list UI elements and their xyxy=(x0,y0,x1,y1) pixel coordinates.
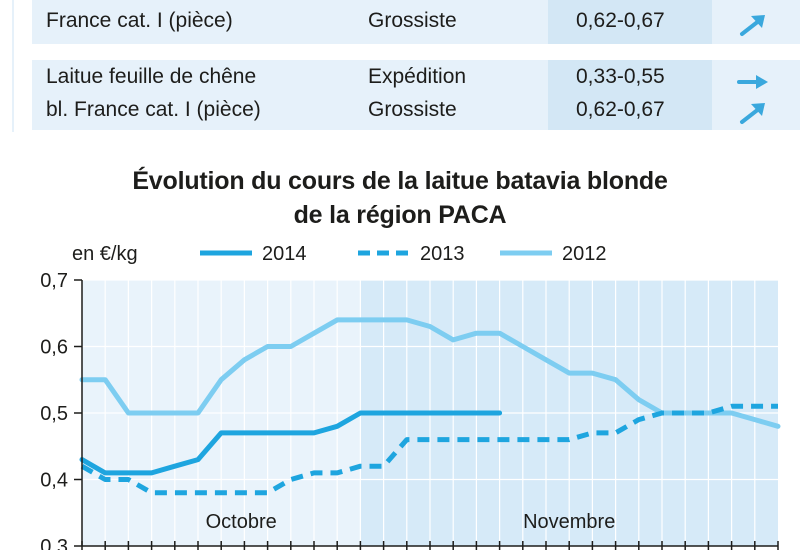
y-tick-label: 0,6 xyxy=(40,337,68,359)
trend-up-icon xyxy=(740,15,765,36)
chart-title-line-1: Évolution du cours de la laitue batavia … xyxy=(132,167,668,195)
y-tick-label: 0,7 xyxy=(40,270,68,292)
legend-label-2014: 2014 xyxy=(262,243,307,265)
period-label: Octobre xyxy=(206,511,277,533)
series-line-2013 xyxy=(80,403,778,496)
product-name: bl. France cat. I (pièce) xyxy=(46,98,261,121)
price-range: 0,62-0,67 xyxy=(576,98,665,121)
series-line-2014 xyxy=(79,410,503,476)
price-column-band xyxy=(548,60,712,130)
series-lines xyxy=(79,317,781,496)
y-tick-label: 0,5 xyxy=(40,403,68,425)
y-tick-label: 0,3 xyxy=(40,536,68,550)
market-stage: Grossiste xyxy=(368,9,457,32)
price-range: 0,62-0,67 xyxy=(576,9,665,32)
legend: en €/kg 2014 2013 2012 xyxy=(72,243,607,265)
y-tick-label: 0,4 xyxy=(40,470,68,492)
axes: 0,3 0,4 0,5 0,6 0,7 Octobre Novembre xyxy=(40,270,779,550)
trend-up-icon xyxy=(740,103,765,124)
product-name: France cat. I (pièce) xyxy=(46,9,233,32)
price-column-band xyxy=(548,0,712,44)
table-left-rule xyxy=(12,0,14,132)
trend-stable-icon xyxy=(737,75,768,89)
chart-title-line-2: de la région PACA xyxy=(293,201,507,229)
legend-label-2012: 2012 xyxy=(562,243,607,265)
unit-label: en €/kg xyxy=(72,243,138,265)
market-stage: Expédition xyxy=(368,65,467,88)
product-name: Laitue feuille de chêne xyxy=(46,65,257,88)
legend-label-2013: 2013 xyxy=(420,243,465,265)
period-label: Novembre xyxy=(523,511,615,533)
price-range: 0,33-0,55 xyxy=(576,65,665,88)
price-table: France cat. I (pièce) Grossiste 0,62-0,6… xyxy=(0,0,800,132)
market-stage: Grossiste xyxy=(368,98,457,121)
